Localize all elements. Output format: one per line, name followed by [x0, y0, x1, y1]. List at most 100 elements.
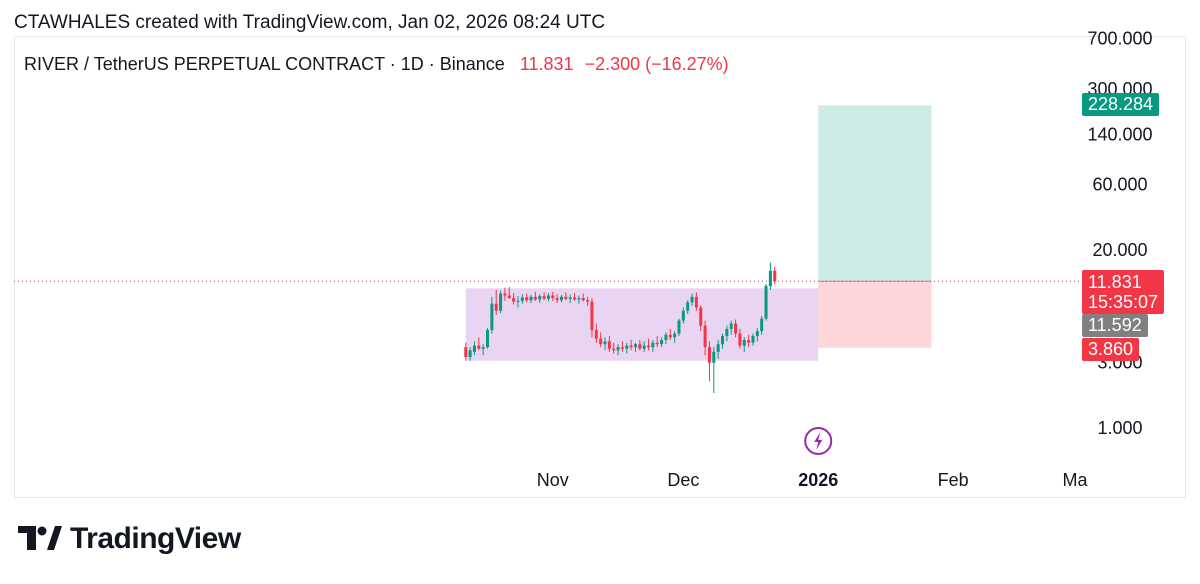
snapshot-header: CTAWHALES created with TradingView.com, … — [14, 12, 606, 33]
candle-body — [499, 293, 503, 311]
lightning-icon — [814, 432, 823, 450]
candle-body — [525, 297, 529, 301]
candles-layer — [464, 262, 777, 394]
candle-body — [642, 345, 646, 349]
candle-body — [734, 323, 738, 334]
candle-body — [742, 339, 746, 346]
candle-body — [707, 347, 711, 363]
candle-body — [555, 298, 559, 301]
candle-body — [655, 342, 659, 345]
candle-body — [633, 344, 637, 348]
candle-body — [690, 296, 694, 303]
candle-body — [673, 333, 677, 338]
candle-body — [564, 296, 568, 299]
candle-body — [686, 302, 690, 311]
candle-body — [773, 270, 777, 282]
price-axis-label: 20.000 — [1092, 240, 1147, 260]
candle-body — [507, 295, 511, 299]
candle-body — [477, 345, 481, 349]
candle-body — [581, 298, 585, 301]
candle-body — [760, 318, 764, 332]
price-axis: 700.000300.000140.00060.00020.0003.0001.… — [1087, 29, 1152, 438]
target-price-tag: 228.284 — [1082, 93, 1160, 116]
candle-body — [738, 333, 742, 346]
candle-body — [664, 334, 668, 340]
candle-body — [660, 339, 664, 345]
time-axis: Nov Dec 2026 Feb Ma — [537, 470, 1089, 490]
candle-body — [594, 330, 598, 339]
price-axis-label: 1.000 — [1097, 418, 1142, 438]
candle-body — [751, 336, 755, 343]
candle-body — [612, 348, 616, 351]
candle-body — [468, 350, 472, 358]
candle-body — [716, 344, 720, 352]
time-axis-label: Dec — [667, 470, 699, 490]
candle-body — [490, 303, 494, 331]
candle-body — [721, 336, 725, 345]
candle-body — [629, 345, 633, 348]
candle-body — [551, 295, 555, 299]
last-price-tag-value: 11.831 — [1088, 272, 1142, 292]
candle-body — [681, 310, 685, 321]
candle-body — [516, 300, 520, 302]
time-axis-label: Nov — [537, 470, 569, 490]
candle-body — [768, 270, 772, 287]
candle-body — [520, 297, 524, 301]
candle-body — [668, 334, 672, 338]
candle-body — [538, 296, 542, 300]
candle-body — [577, 298, 581, 300]
candle-body — [725, 328, 729, 337]
candle-body — [729, 323, 733, 329]
profit-zone — [818, 105, 932, 282]
time-axis-label: Ma — [1062, 470, 1088, 490]
candle-body — [568, 297, 572, 299]
price-axis-label: 60.000 — [1092, 175, 1147, 195]
candle-body — [747, 339, 751, 343]
tradingview-logo[interactable]: TradingView — [18, 522, 241, 556]
candle-body — [481, 347, 485, 349]
price-axis-label: 700.000 — [1087, 29, 1152, 49]
candle-body — [638, 344, 642, 349]
candle-body — [699, 307, 703, 326]
tradingview-logo-icon — [18, 526, 62, 550]
stop-price-tag: 3.860 — [1082, 338, 1140, 361]
time-axis-label: 2026 — [798, 470, 838, 490]
candle-body — [712, 351, 716, 363]
candle-body — [494, 303, 498, 311]
candle-body — [503, 293, 507, 296]
candle-body — [546, 295, 550, 299]
brand-name: TradingView — [70, 522, 241, 555]
candle-body — [703, 325, 707, 348]
candle-body — [651, 342, 655, 348]
candle-body — [533, 296, 537, 300]
loss-zone — [818, 281, 932, 348]
bar-countdown: 15:35:07 — [1088, 292, 1159, 312]
symbol-legend: RIVER / TetherUS PERPETUAL CONTRACT · 1D… — [24, 54, 729, 75]
candle-body — [472, 345, 476, 352]
candle-body — [764, 286, 768, 319]
candle-body — [512, 298, 516, 302]
candle-body — [529, 296, 533, 301]
event-marker — [804, 427, 833, 455]
candle-body — [464, 347, 468, 358]
candle-body — [677, 320, 681, 334]
candle-body — [755, 331, 759, 337]
candle-body — [542, 296, 546, 299]
candle-body — [607, 341, 611, 349]
candle-body — [486, 330, 490, 348]
price-axis-label: 140.000 — [1087, 124, 1152, 144]
range-box — [465, 288, 819, 361]
candle-body — [599, 338, 603, 345]
candle-body — [573, 297, 577, 300]
candle-body — [620, 347, 624, 349]
candle-body — [616, 347, 620, 351]
candle-body — [603, 341, 607, 345]
chart-frame[interactable] — [14, 36, 1186, 498]
time-axis-label: Feb — [938, 470, 969, 490]
price-change-readout: −2.300 (−16.27%) — [584, 54, 729, 74]
candle-body — [647, 345, 651, 348]
prev-close-tag: 11.592 — [1082, 314, 1148, 337]
candle-body — [625, 345, 629, 349]
drawings-layer — [14, 105, 1080, 361]
